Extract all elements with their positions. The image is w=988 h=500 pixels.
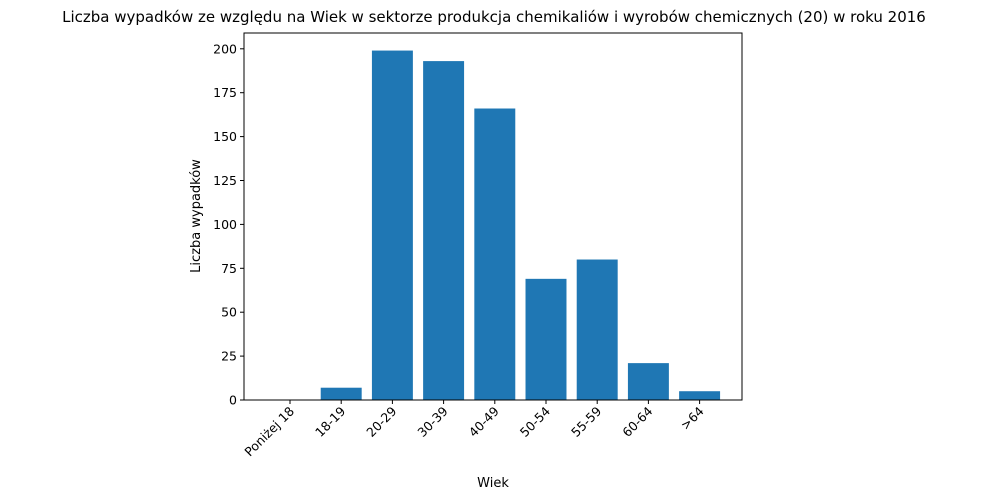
y-tick-label: 150 (213, 129, 237, 144)
bar-6 (576, 259, 618, 400)
plot-frame (243, 32, 743, 401)
bar-7 (627, 363, 669, 400)
x-tick-label: 40-49 (466, 403, 502, 439)
chart-title: Liczba wypadków ze względu na Wiek w sek… (62, 8, 926, 26)
x-tick-label: >64 (677, 403, 706, 432)
y-tick-label: 25 (221, 349, 237, 364)
y-axis-ticks: 0 25 50 75 100 125 150 175 200 (213, 41, 244, 408)
bar-5 (525, 278, 567, 400)
x-tick-label: 18-19 (312, 403, 348, 439)
x-tick-label: 60-64 (619, 403, 655, 439)
y-tick-label: 100 (213, 217, 237, 232)
bars-group (320, 50, 721, 401)
bar-1 (320, 387, 362, 400)
bar-2 (371, 50, 413, 400)
x-axis-ticks: Poniżej 18 18-19 20-29 30-39 40-49 50-54 55-59… (241, 400, 707, 459)
x-tick-label: 55-59 (568, 403, 604, 439)
y-tick-label: 200 (213, 41, 237, 56)
x-tick-label: 20-29 (363, 403, 399, 439)
x-tick-label: 30-39 (414, 403, 450, 439)
y-tick-label: 75 (221, 261, 237, 276)
x-tick-label: Poniżej 18 (241, 403, 297, 459)
bar-3 (423, 61, 465, 400)
y-tick-label: 125 (213, 173, 237, 188)
y-tick-label: 175 (213, 85, 237, 100)
y-tick-label: 50 (221, 305, 237, 320)
y-tick-label: 0 (229, 393, 237, 408)
bar-4 (474, 108, 516, 401)
bar-8 (679, 391, 721, 400)
x-tick-label: 50-54 (517, 403, 553, 439)
x-axis-label: Wiek (477, 476, 509, 491)
y-axis-label: Liczba wypadków (189, 159, 204, 273)
